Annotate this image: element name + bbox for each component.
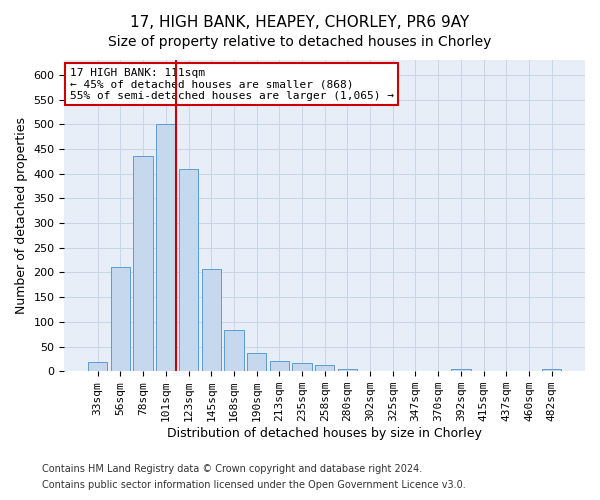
Text: Size of property relative to detached houses in Chorley: Size of property relative to detached ho… [109, 35, 491, 49]
Text: Contains public sector information licensed under the Open Government Licence v3: Contains public sector information licen… [42, 480, 466, 490]
Bar [111, 268, 130, 371]
Bar [451, 369, 470, 371]
Bar [292, 363, 311, 371]
Bar [88, 362, 107, 371]
Bar [133, 156, 153, 371]
Bar [269, 362, 289, 371]
Bar [202, 269, 221, 371]
Bar [156, 124, 175, 371]
Text: Contains HM Land Registry data © Crown copyright and database right 2024.: Contains HM Land Registry data © Crown c… [42, 464, 422, 474]
Bar [224, 330, 244, 371]
Bar [247, 353, 266, 371]
Y-axis label: Number of detached properties: Number of detached properties [15, 117, 28, 314]
X-axis label: Distribution of detached houses by size in Chorley: Distribution of detached houses by size … [167, 427, 482, 440]
Text: 17 HIGH BANK: 111sqm
← 45% of detached houses are smaller (868)
55% of semi-deta: 17 HIGH BANK: 111sqm ← 45% of detached h… [70, 68, 394, 101]
Bar [315, 365, 334, 371]
Bar [542, 369, 562, 371]
Bar [338, 369, 357, 371]
Text: 17, HIGH BANK, HEAPEY, CHORLEY, PR6 9AY: 17, HIGH BANK, HEAPEY, CHORLEY, PR6 9AY [130, 15, 470, 30]
Bar [179, 168, 198, 371]
